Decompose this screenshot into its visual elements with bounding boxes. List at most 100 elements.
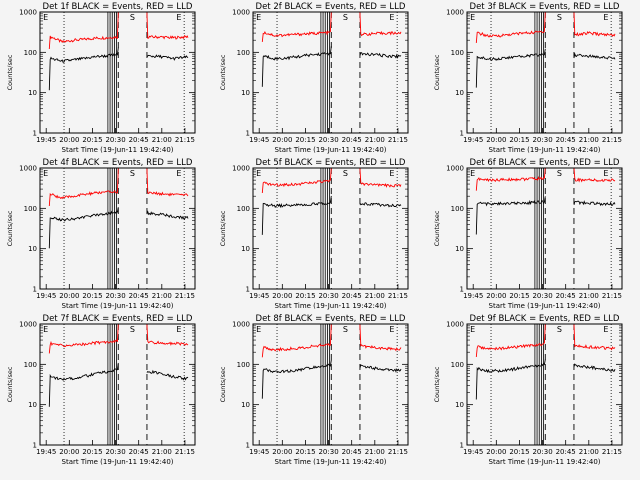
marker-label: S [557, 13, 562, 22]
x-tick-label: 20:00 [272, 136, 292, 144]
y-tick-label: 1000 [19, 321, 37, 329]
x-tick-label: 20:00 [59, 448, 79, 456]
x-tick-label: 20:30 [105, 136, 125, 144]
marker-label: E [256, 13, 261, 22]
y-tick-label: 10 [28, 89, 37, 97]
y-tick-label: 1000 [232, 321, 250, 329]
x-tick-label: 20:30 [318, 448, 338, 456]
y-tick-label: 1 [246, 442, 250, 450]
y-axis-label: Counts/sec [433, 54, 441, 90]
y-tick-label: 10 [455, 89, 464, 97]
x-tick-label: 21:00 [579, 448, 599, 456]
y-tick-label: 10 [241, 245, 250, 253]
x-axis-label: Start Time (19-Jun-11 19:42:40) [275, 146, 387, 154]
x-tick-label: 21:00 [365, 136, 385, 144]
y-tick-label: 1 [246, 130, 250, 138]
plot-frame [466, 323, 623, 446]
marker-label: S [130, 13, 135, 22]
y-tick-label: 1000 [446, 9, 464, 17]
plot-frame [39, 323, 196, 446]
y-tick-label: 10 [241, 401, 250, 409]
x-tick-label: 20:45 [342, 292, 362, 300]
x-tick-label: 21:15 [602, 136, 622, 144]
y-tick-label: 1 [246, 286, 250, 294]
x-tick-label: 20:15 [82, 448, 102, 456]
x-tick-label: 21:15 [175, 136, 195, 144]
plot-frame [252, 11, 409, 134]
detector-chart-7: Det 7f BLACK = Events, RED = LLD Counts/s… [6, 314, 196, 466]
y-tick-label: 100 [24, 361, 37, 369]
events-series-line [48, 362, 119, 407]
x-tick-label: 21:00 [152, 448, 172, 456]
marker-label: E [256, 169, 261, 178]
y-tick-label: 1 [460, 442, 464, 450]
y-axis-label: Counts/sec [6, 54, 14, 90]
y-tick-label: 100 [24, 49, 37, 57]
events-series-line [573, 363, 616, 372]
lld-series-line [359, 11, 402, 37]
marker-label: E [176, 13, 181, 22]
y-tick-label: 1 [460, 130, 464, 138]
marker-label: S [343, 169, 348, 178]
x-axis-label: Start Time (19-Jun-11 19:42:40) [489, 146, 601, 154]
x-tick-label: 20:00 [272, 292, 292, 300]
detector-chart-4: Det 4f BLACK = Events, RED = LLD Counts/s… [6, 158, 196, 310]
x-tick-label: 20:30 [318, 136, 338, 144]
marker-label: E [389, 325, 394, 334]
x-tick-label: 20:45 [129, 292, 149, 300]
x-tick-label: 20:45 [129, 448, 149, 456]
x-tick-label: 20:15 [509, 292, 529, 300]
marker-label: E [603, 13, 608, 22]
x-tick-label: 19:45 [36, 448, 56, 456]
y-axis-label: Counts/sec [433, 210, 441, 246]
events-series-line [146, 54, 189, 61]
x-tick-label: 20:30 [532, 292, 552, 300]
lld-series-line [573, 323, 616, 351]
x-tick-label: 19:45 [249, 292, 269, 300]
y-tick-label: 1000 [232, 165, 250, 173]
x-axis-label: Start Time (19-Jun-11 19:42:40) [62, 302, 174, 310]
lld-series-line [261, 167, 332, 194]
y-axis-label: Counts/sec [219, 54, 227, 90]
lld-series-line [573, 11, 616, 37]
y-tick-label: 10 [28, 245, 37, 253]
lld-series-line [359, 323, 402, 352]
plot-frame [466, 11, 623, 134]
marker-label: S [130, 169, 135, 178]
y-tick-label: 1000 [446, 321, 464, 329]
x-tick-label: 20:45 [556, 448, 576, 456]
x-tick-label: 20:15 [295, 448, 315, 456]
plot-frame [252, 167, 409, 290]
lld-series-line [48, 11, 119, 50]
events-series-line [475, 196, 546, 235]
events-series-line [261, 195, 332, 235]
detector-chart-5: Det 5f BLACK = Events, RED = LLD Counts/s… [219, 158, 409, 310]
events-series-line [146, 369, 189, 381]
marker-label: E [256, 325, 261, 334]
x-tick-label: 20:00 [59, 136, 79, 144]
x-tick-label: 20:45 [556, 136, 576, 144]
x-tick-label: 20:00 [486, 448, 506, 456]
y-tick-label: 100 [24, 205, 37, 213]
x-tick-label: 19:45 [463, 448, 483, 456]
events-series-line [261, 46, 332, 87]
lld-series-line [48, 167, 119, 207]
marker-label: E [470, 169, 475, 178]
x-tick-label: 19:45 [249, 448, 269, 456]
y-tick-label: 1 [33, 442, 37, 450]
chart-title: Det 9f BLACK = Events, RED = LLD [470, 314, 620, 324]
detector-chart-8: Det 8f BLACK = Events, RED = LLD Counts/s… [219, 314, 409, 466]
chart-title: Det 8f BLACK = Events, RED = LLD [256, 314, 406, 324]
lld-series-line [475, 167, 546, 191]
marker-label: E [43, 169, 48, 178]
events-series-line [359, 364, 402, 373]
plot-frame [466, 167, 623, 290]
marker-label: E [470, 325, 475, 334]
y-tick-label: 100 [451, 49, 464, 57]
y-axis-label: Counts/sec [6, 210, 14, 246]
x-tick-label: 20:00 [486, 292, 506, 300]
x-axis-label: Start Time (19-Jun-11 19:42:40) [275, 458, 387, 466]
x-tick-label: 20:30 [105, 292, 125, 300]
chart-title: Det 3f BLACK = Events, RED = LLD [470, 2, 620, 12]
